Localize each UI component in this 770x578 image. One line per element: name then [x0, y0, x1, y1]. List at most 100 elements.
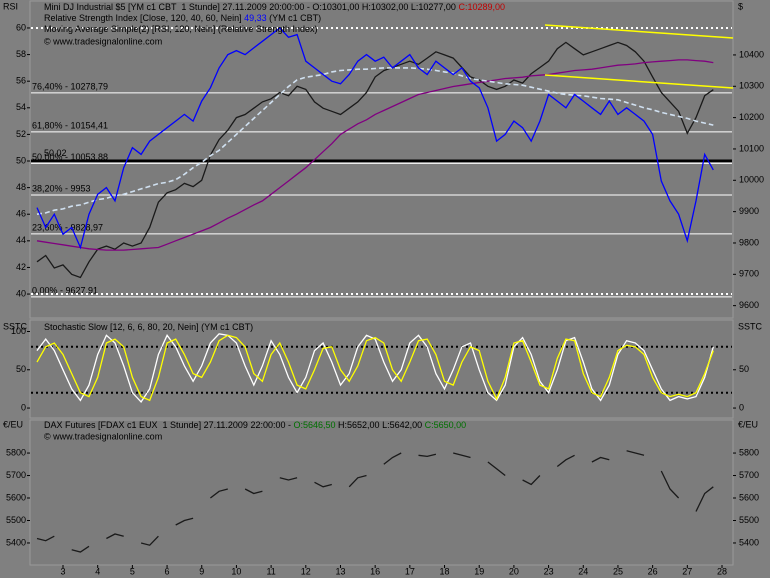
fib-label: 0,00% - 9627,91: [32, 285, 98, 295]
y2-tick-label: 10400: [739, 49, 764, 59]
legend-text: H:5652,00 L:5642,00: [336, 420, 425, 430]
legend-text: O:5646,50: [293, 420, 335, 430]
x-tick-label: 12: [301, 566, 311, 576]
plot-layer: RSI $404244464850525456586096009700980099…: [3, 1, 764, 576]
x-tick-label: 13: [335, 566, 345, 576]
series-line: [36, 41, 714, 279]
legend-text: C:5650,00: [425, 420, 467, 430]
x-tick-label: 4: [95, 566, 100, 576]
x-tick-label: 24: [578, 566, 588, 576]
y-tick-label: 5600: [6, 492, 26, 502]
y2-tick-label: 5400: [739, 537, 759, 547]
y-tick-label: 50: [16, 155, 26, 165]
copyright: © www.tradesignalonline.com: [44, 36, 162, 46]
y-tick-label: 50: [16, 364, 26, 374]
fib-label: 76,40% - 10278,79: [32, 81, 108, 91]
axis-header: SSTC: [738, 321, 763, 331]
x-tick-label: 11: [266, 566, 275, 576]
legend-entry: Stochastic Slow [12, 6, 6, 80, 20, Nein]…: [44, 322, 253, 332]
legend-text: DAX Futures [FDAX c1 EUX 1 Stunde] 27.11…: [44, 420, 293, 430]
panel-stochastic: [29, 319, 734, 419]
series-line: [36, 59, 714, 251]
legend-text: (YM c1 CBT): [201, 322, 253, 332]
legend-entry: Relative Strength Index [Close, 120, 40,…: [44, 13, 321, 23]
y-tick-label: 48: [16, 182, 26, 192]
x-tick-label: 26: [648, 566, 658, 576]
fib-label: 23,60% - 9828,97: [32, 222, 103, 232]
legend-text: Stochastic Slow [12, 6, 6, 80, 20, Nein]: [44, 322, 201, 332]
x-tick-label: 28: [717, 566, 727, 576]
y-tick-label: 54: [16, 102, 26, 112]
y-tick-label: 5400: [6, 537, 26, 547]
fib-label: 61,80% - 10154,41: [32, 120, 108, 130]
x-tick-label: 9: [199, 566, 204, 576]
legend-text: 49,33: [244, 13, 267, 23]
legend-text: (YM c1 CBT): [267, 13, 322, 23]
y2-tick-label: 9700: [739, 269, 759, 279]
x-tick-label: 16: [370, 566, 380, 576]
y-tick-label: 42: [16, 262, 26, 272]
x-tick-label: 27: [682, 566, 692, 576]
y2-tick-label: 5800: [739, 447, 759, 457]
x-tick-label: 10: [231, 566, 241, 576]
y-tick-label: 56: [16, 76, 26, 86]
x-tick-label: 3: [61, 566, 66, 576]
y-tick-label: 58: [16, 49, 26, 59]
series-line: [36, 27, 714, 250]
y2-tick-label: 10300: [739, 81, 764, 91]
axis-header: SSTC: [3, 321, 28, 331]
y2-tick-label: 9900: [739, 206, 759, 216]
x-tick-label: 17: [405, 566, 415, 576]
legend-entry: Mini DJ Industrial $5 [YM c1 CBT 1 Stund…: [44, 2, 505, 12]
panel-dax: [29, 419, 734, 566]
x-tick-label: 6: [165, 566, 170, 576]
level-label: 50,02: [44, 148, 67, 158]
x-tick-label: 5: [130, 566, 135, 576]
y-tick-label: 52: [16, 129, 26, 139]
series-line: [36, 333, 714, 403]
legend-text: (Relative Strength Index): [218, 24, 318, 34]
x-tick-label: 23: [544, 566, 554, 576]
series-line: [36, 450, 714, 553]
axis-header: €/EU: [738, 419, 758, 429]
fib-label: 50,00% - 10053,88: [32, 152, 108, 162]
fib-label: 38,20% - 9953: [32, 183, 91, 193]
legend-text: Relative Strength Index [Close, 120, 40,…: [44, 13, 244, 23]
x-tick-label: 18: [440, 566, 450, 576]
y2-tick-label: 9800: [739, 237, 759, 247]
legend-entry: DAX Futures [FDAX c1 EUX 1 Stunde] 27.11…: [44, 420, 466, 430]
legend-text: Mini DJ Industrial $5 [YM c1 CBT 1 Stund…: [44, 2, 458, 12]
y2-tick-label: 0: [739, 402, 744, 412]
legend-text: C:10289,00: [458, 2, 505, 12]
y2-tick-label: 50: [739, 364, 749, 374]
y-tick-label: 40: [16, 288, 26, 298]
y-tick-label: 46: [16, 209, 26, 219]
legend-text: Moving Average Simple(2) [RSI, 120, Nein…: [44, 24, 218, 34]
series-line: [36, 67, 714, 215]
y2-tick-label: 5600: [739, 492, 759, 502]
y2-tick-label: 10200: [739, 112, 764, 122]
y2-tick-label: 5700: [739, 470, 759, 480]
x-tick-label: 19: [474, 566, 484, 576]
y-tick-label: 60: [16, 22, 26, 32]
y-tick-label: 44: [16, 235, 26, 245]
y-tick-label: 5500: [6, 515, 26, 525]
copyright: © www.tradesignalonline.com: [44, 431, 162, 441]
y2-tick-label: 9600: [739, 300, 759, 310]
y-tick-label: 0: [21, 402, 26, 412]
y-tick-label: 5700: [6, 470, 26, 480]
legend-entry: Moving Average Simple(2) [RSI, 120, Nein…: [44, 24, 317, 34]
trendline: [544, 74, 734, 89]
y2-tick-label: 5500: [739, 515, 759, 525]
series-line: [36, 334, 714, 402]
y-tick-label: 100: [11, 326, 26, 336]
axis-header: RSI: [3, 1, 18, 11]
x-tick-label: 25: [613, 566, 623, 576]
trendline: [544, 24, 734, 39]
y2-tick-label: 10000: [739, 175, 764, 185]
axis-header: $: [738, 1, 743, 11]
axis-header: €/EU: [3, 419, 23, 429]
y2-tick-label: 10100: [739, 143, 764, 153]
